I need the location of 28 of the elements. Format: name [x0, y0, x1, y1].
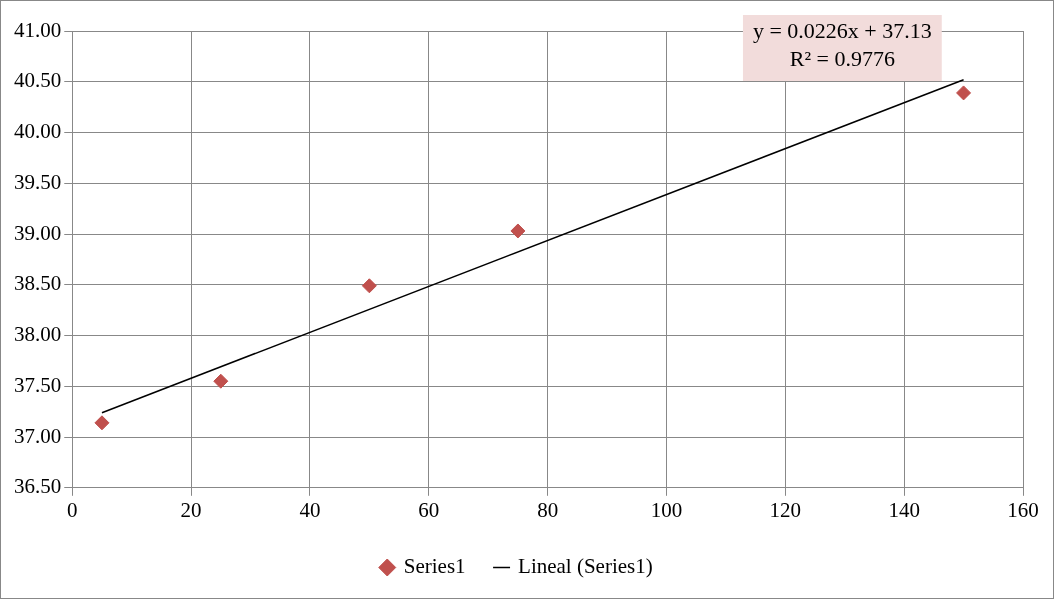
x-tick-label: 0 — [67, 497, 78, 522]
annotation: y = 0.0226x + 37.13 — [752, 17, 932, 43]
y-tick-label: 37.50 — [14, 372, 62, 397]
y-tick-label: 41.00 — [14, 17, 62, 42]
x-tick-label: 120 — [769, 497, 802, 522]
y-tick-label: 38.00 — [14, 322, 62, 347]
y-tick-label: 36.50 — [14, 474, 62, 499]
x-tick-label: 20 — [180, 497, 202, 522]
point — [361, 278, 377, 294]
legend-label: Series1 — [403, 554, 466, 579]
x-tick-label: 140 — [888, 497, 920, 522]
y-tick-label: 39.00 — [14, 220, 62, 245]
x-tick-label: 60 — [418, 497, 440, 522]
point — [94, 415, 110, 431]
y-tick-label: 38.50 — [14, 271, 62, 296]
x-tick-label: 80 — [537, 497, 559, 522]
y-tick-label: 37.00 — [14, 423, 62, 448]
y-tick-label: 40.50 — [14, 68, 62, 93]
legend-label: Lineal (Series1) — [518, 554, 653, 579]
x-tick-label: 160 — [1007, 497, 1039, 522]
x-tick-label: 100 — [650, 497, 683, 522]
point — [213, 373, 229, 389]
x-tick-label: 40 — [299, 497, 321, 522]
y-tick-label: 40.00 — [14, 119, 62, 144]
annotation: R² = 0.9776 — [789, 45, 895, 71]
y-tick-label: 39.50 — [14, 169, 62, 194]
point — [956, 85, 972, 101]
point — [510, 223, 526, 239]
